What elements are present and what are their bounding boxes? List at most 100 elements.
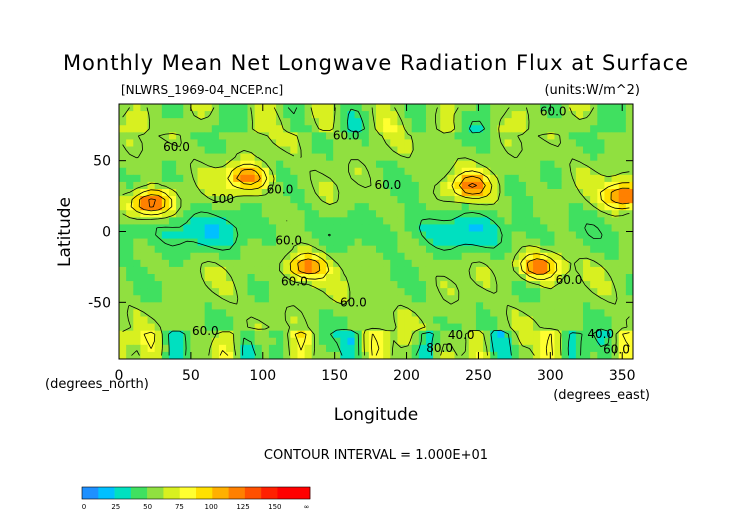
heatmap-cell (133, 125, 141, 133)
heatmap-cell (461, 266, 470, 275)
heatmap-cell (511, 111, 520, 119)
heatmap-cell (418, 111, 427, 119)
heatmap-cell (154, 245, 163, 254)
heatmap-cell (483, 252, 491, 261)
heatmap-cell (590, 295, 598, 303)
heatmap-cell (604, 330, 612, 339)
heatmap-cell (218, 330, 227, 339)
heatmap-cell (254, 203, 263, 211)
y-tick-label: 50 (93, 154, 111, 170)
heatmap-cell (290, 174, 298, 183)
heatmap-cell (561, 139, 570, 147)
heatmap-cell (290, 316, 298, 324)
heatmap-cell (475, 132, 484, 140)
heatmap-cell (147, 104, 156, 112)
heatmap-cell (411, 196, 420, 204)
heatmap-cell (404, 125, 413, 133)
heatmap-cell (211, 259, 220, 268)
heatmap-cell (318, 139, 327, 147)
heatmap-cell (304, 181, 313, 190)
heatmap-cell (540, 167, 548, 176)
heatmap-cell (354, 217, 363, 225)
heatmap-cell (297, 302, 306, 310)
heatmap-cell (247, 174, 256, 183)
heatmap-cell (461, 252, 470, 261)
heatmap-cell (583, 203, 591, 211)
contour-label: 60.0 (375, 178, 402, 192)
heatmap-cell (226, 160, 234, 169)
heatmap-cell (418, 252, 427, 261)
colorbar-swatch (277, 487, 295, 499)
heatmap-cell (547, 323, 555, 332)
heatmap-cell (283, 125, 291, 133)
heatmap-cell (554, 288, 563, 296)
heatmap-cell (361, 160, 370, 169)
heatmap-cell (340, 281, 348, 289)
heatmap-cell (483, 146, 491, 154)
heatmap-cell (211, 104, 220, 112)
heatmap-cell (233, 266, 241, 275)
heatmap-cell (183, 274, 191, 282)
heatmap-cell (133, 104, 141, 112)
heatmap-cell (425, 111, 434, 119)
heatmap-cell (168, 281, 177, 289)
heatmap-cell (183, 288, 191, 296)
heatmap-cell (254, 266, 263, 275)
heatmap-cell (268, 104, 277, 112)
heatmap-cell (361, 259, 370, 268)
heatmap-cell (533, 153, 541, 162)
heatmap-cell (504, 252, 513, 261)
heatmap-cell (218, 174, 227, 183)
heatmap-cell (240, 196, 248, 204)
heatmap-cell (561, 245, 570, 254)
heatmap-cell (440, 111, 448, 119)
heatmap-cell (533, 274, 541, 282)
heatmap-cell (397, 125, 405, 133)
heatmap-cell (497, 245, 505, 254)
heatmap-cell (297, 274, 306, 282)
heatmap-cell (625, 316, 633, 324)
heatmap-cell (176, 288, 184, 296)
heatmap-cell (218, 189, 227, 197)
heatmap-cell (518, 330, 527, 339)
heatmap-cell (361, 118, 370, 126)
heatmap-cell (625, 295, 633, 303)
heatmap-cell (475, 295, 484, 303)
heatmap-cell (197, 266, 206, 275)
heatmap-cell (468, 252, 477, 261)
heatmap-cell (511, 210, 520, 218)
heatmap-cell (168, 330, 177, 339)
heatmap-cell (276, 125, 284, 133)
heatmap-cell (468, 125, 477, 133)
heatmap-cell (140, 252, 148, 261)
heatmap-cell (490, 167, 498, 176)
heatmap-cell (268, 330, 277, 339)
heatmap-cell (297, 309, 306, 317)
heatmap-cell (461, 181, 470, 190)
heatmap-cell (525, 231, 534, 239)
heatmap-cell (297, 174, 306, 183)
heatmap-cell (233, 139, 241, 147)
heatmap-cell (211, 132, 220, 140)
heatmap-cell (304, 203, 313, 211)
heatmap-cell (204, 118, 213, 126)
colorbar-swatch (212, 487, 229, 499)
heatmap-cell (433, 160, 441, 169)
heatmap-cell (161, 274, 170, 282)
heatmap-cell (176, 302, 184, 310)
heatmap-cell (190, 181, 198, 190)
heatmap-cell (326, 266, 334, 275)
heatmap-cell (347, 146, 355, 154)
heatmap-cell (297, 118, 306, 126)
heatmap-cell (540, 344, 548, 353)
heatmap-cell (233, 153, 241, 162)
heatmap-cell (197, 210, 206, 218)
heatmap-cell (411, 288, 420, 296)
heatmap-cell (340, 210, 348, 218)
heatmap-cell (368, 203, 377, 211)
heatmap-cell (211, 181, 220, 190)
heatmap-cell (433, 203, 441, 211)
heatmap-cell (547, 196, 555, 204)
heatmap-cell (133, 337, 141, 346)
heatmap-cell (518, 337, 527, 346)
